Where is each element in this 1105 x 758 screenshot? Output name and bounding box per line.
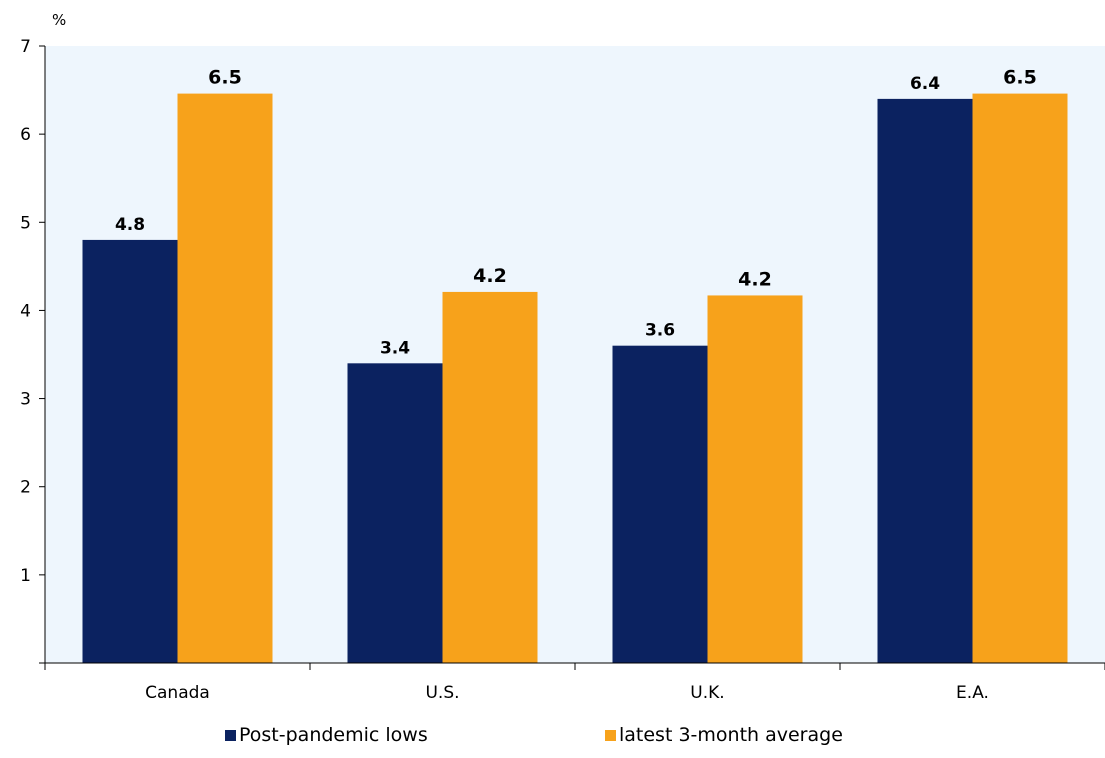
bar-post-pandemic-lows <box>612 345 708 663</box>
data-label: 3.6 <box>645 321 675 341</box>
bar-post-pandemic-lows <box>82 239 178 663</box>
bar-latest-3-month-average <box>177 93 273 663</box>
data-label: 4.8 <box>115 215 145 235</box>
legend-label: Post-pandemic lows <box>239 724 428 746</box>
y-tick-label: 4 <box>20 301 31 321</box>
data-label: 6.5 <box>208 67 242 89</box>
data-label: 3.4 <box>380 338 410 358</box>
x-axis: Canada U.S. U.K. E.A. <box>39 662 1105 703</box>
bar-post-pandemic-lows <box>347 363 443 663</box>
y-axis: 1 2 3 4 5 6 7 <box>20 37 46 663</box>
legend-swatch <box>605 730 616 741</box>
bar-post-pandemic-lows <box>877 98 973 663</box>
y-tick-label: 2 <box>20 478 31 498</box>
y-tick-label: 7 <box>20 37 31 57</box>
bars: 4.8 3.4 3.6 6.4 6.5 4.2 4.2 6.5 <box>82 67 1068 663</box>
data-label: 4.2 <box>473 265 507 287</box>
x-tick-label: E.A. <box>956 683 989 703</box>
data-label: 6.5 <box>1003 67 1037 89</box>
legend: Post-pandemic lows latest 3-month average <box>225 724 843 746</box>
y-tick-label: 3 <box>20 390 31 410</box>
bar-latest-3-month-average <box>442 291 538 663</box>
x-tick-label: U.K. <box>690 683 724 703</box>
x-tick-label: Canada <box>145 683 210 703</box>
y-tick-label: 5 <box>20 213 31 233</box>
legend-swatch <box>225 730 236 741</box>
data-label: 6.4 <box>910 74 940 94</box>
y-unit-label: % <box>52 11 66 29</box>
data-label: 4.2 <box>738 268 772 290</box>
x-tick-label: U.S. <box>425 683 459 703</box>
bar-latest-3-month-average <box>707 295 803 663</box>
legend-label: latest 3-month average <box>619 724 843 746</box>
y-tick-label: 6 <box>20 125 31 145</box>
bar-latest-3-month-average <box>972 93 1068 663</box>
y-tick-label: 1 <box>20 566 31 586</box>
